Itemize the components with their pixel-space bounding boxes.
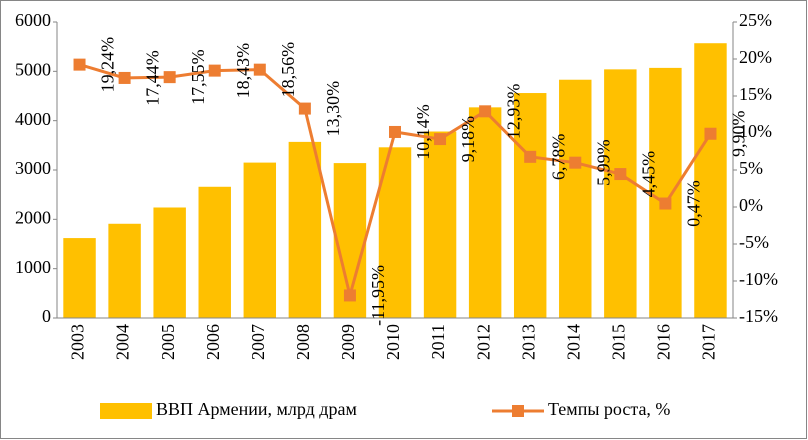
data-label: 17,55% xyxy=(188,49,208,105)
x-tick-label: 2007 xyxy=(248,324,268,360)
line-marker xyxy=(569,156,582,169)
line-marker xyxy=(704,127,717,140)
bar xyxy=(63,238,96,318)
x-tick-label: 2014 xyxy=(563,324,583,360)
x-tick-label: 2012 xyxy=(473,324,493,360)
data-label: 13,30% xyxy=(323,81,343,137)
data-label: 17,44% xyxy=(143,50,163,106)
bar xyxy=(153,207,186,318)
bar xyxy=(243,162,277,318)
y-tick-label: 4000 xyxy=(15,109,51,129)
line-marker xyxy=(389,125,401,138)
bar xyxy=(513,93,547,318)
x-tick-label: 2011 xyxy=(428,324,448,359)
bar xyxy=(468,107,502,318)
data-label: 18,56% xyxy=(278,42,298,98)
y2-tick-label: 25% xyxy=(739,10,772,30)
y-tick-label: 6000 xyxy=(15,10,51,30)
y2-tick-label: 5% xyxy=(739,158,763,178)
x-tick-label: 2013 xyxy=(518,324,538,360)
line-marker xyxy=(163,71,176,84)
bar xyxy=(423,131,457,318)
x-tick-label: 2010 xyxy=(383,324,403,360)
bar xyxy=(559,79,592,318)
data-label: 5,99% xyxy=(593,139,613,186)
line-marker xyxy=(73,58,86,71)
y-tick-label: 5000 xyxy=(15,59,51,79)
data-label: 9,18% xyxy=(458,116,478,163)
line-marker xyxy=(208,64,221,77)
line-marker xyxy=(253,63,266,76)
line-marker xyxy=(479,105,492,118)
y-tick-label: 3000 xyxy=(15,158,51,178)
data-label: 0,47% xyxy=(684,180,704,227)
data-label: 18,43% xyxy=(233,43,253,99)
data-label: 4,45% xyxy=(638,151,658,198)
data-label: 12,93% xyxy=(503,84,523,139)
x-tick-label: 2015 xyxy=(608,324,628,360)
bar xyxy=(694,43,727,319)
y2-tick-label: 10% xyxy=(739,121,772,141)
data-label: -11,95% xyxy=(368,265,388,326)
y2-tick-label: -15% xyxy=(739,306,778,326)
line-marker xyxy=(298,102,311,115)
legend-label: ВВП Армении, млрд драм xyxy=(156,399,357,419)
bar xyxy=(604,69,637,318)
y2-tick-label: -5% xyxy=(739,232,769,252)
y2-tick-label: 0% xyxy=(739,195,763,215)
legend-marker xyxy=(512,405,524,417)
bar xyxy=(288,141,322,318)
y-tick-label: 2000 xyxy=(15,207,51,227)
bar xyxy=(198,186,231,318)
y2-tick-label: 15% xyxy=(739,84,772,104)
line-marker xyxy=(118,71,131,84)
data-label: 9,90% xyxy=(729,110,749,157)
data-label: 10,14% xyxy=(413,104,433,160)
x-tick-label: 2006 xyxy=(203,324,223,360)
x-tick-label: 2017 xyxy=(699,324,719,360)
y2-tick-label: 20% xyxy=(739,47,772,67)
line-marker xyxy=(434,133,447,146)
x-tick-label: 2008 xyxy=(293,324,313,360)
y-tick-label: 0 xyxy=(42,306,51,326)
x-tick-label: 2005 xyxy=(158,324,178,360)
x-tick-label: 2003 xyxy=(68,324,88,360)
y2-tick-label: -10% xyxy=(739,269,778,289)
line-marker xyxy=(614,168,627,181)
x-tick-label: 2004 xyxy=(113,324,133,360)
data-label: 19,24% xyxy=(98,37,118,93)
line-marker xyxy=(659,197,672,210)
x-tick-label: 2009 xyxy=(338,324,358,360)
data-label: 6,78% xyxy=(548,134,568,181)
x-tick-label: 2016 xyxy=(654,324,674,360)
legend-label: Темпы роста, % xyxy=(548,399,670,419)
bar xyxy=(108,223,141,318)
y-tick-label: 1000 xyxy=(15,257,51,277)
legend-swatch xyxy=(100,403,152,419)
line-marker xyxy=(524,150,537,163)
bar xyxy=(649,67,682,318)
line-marker xyxy=(343,289,356,302)
